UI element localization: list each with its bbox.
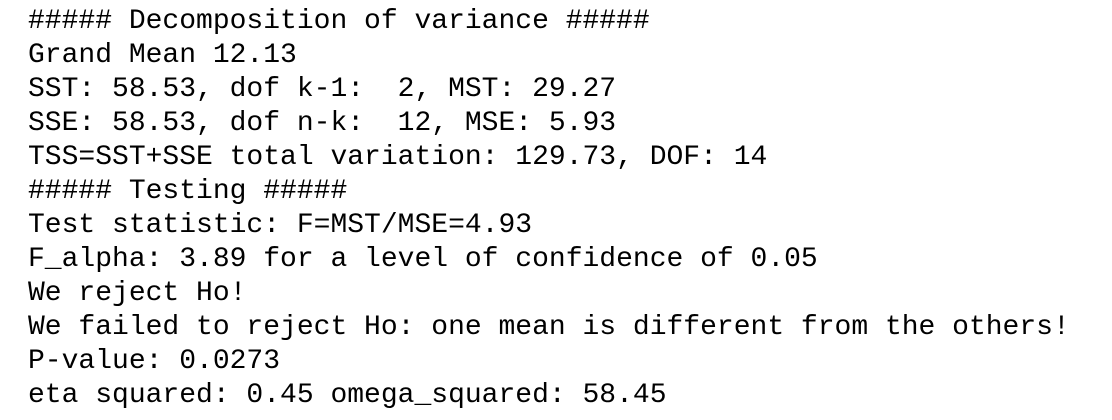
- output-line: We reject Ho!: [28, 278, 247, 309]
- output-line: SST: 58.53, dof k-1: 2, MST: 29.27: [28, 74, 617, 105]
- output-line: ##### Decomposition of variance #####: [28, 6, 650, 37]
- output-line: eta squared: 0.45 omega_squared: 58.45: [28, 380, 667, 411]
- output-line: TSS=SST+SSE total variation: 129.73, DOF…: [28, 142, 768, 173]
- output-line: Test statistic: F=MST/MSE=4.93: [28, 210, 533, 241]
- output-line: P-value: 0.0273: [28, 346, 281, 377]
- output-line: ##### Testing #####: [28, 176, 348, 207]
- output-line: Grand Mean 12.13: [28, 40, 297, 71]
- output-line: F_alpha: 3.89 for a level of confidence …: [28, 244, 818, 275]
- output-line: SSE: 58.53, dof n-k: 12, MSE: 5.93: [28, 108, 617, 139]
- output-line: We failed to reject Ho: one mean is diff…: [28, 312, 1070, 343]
